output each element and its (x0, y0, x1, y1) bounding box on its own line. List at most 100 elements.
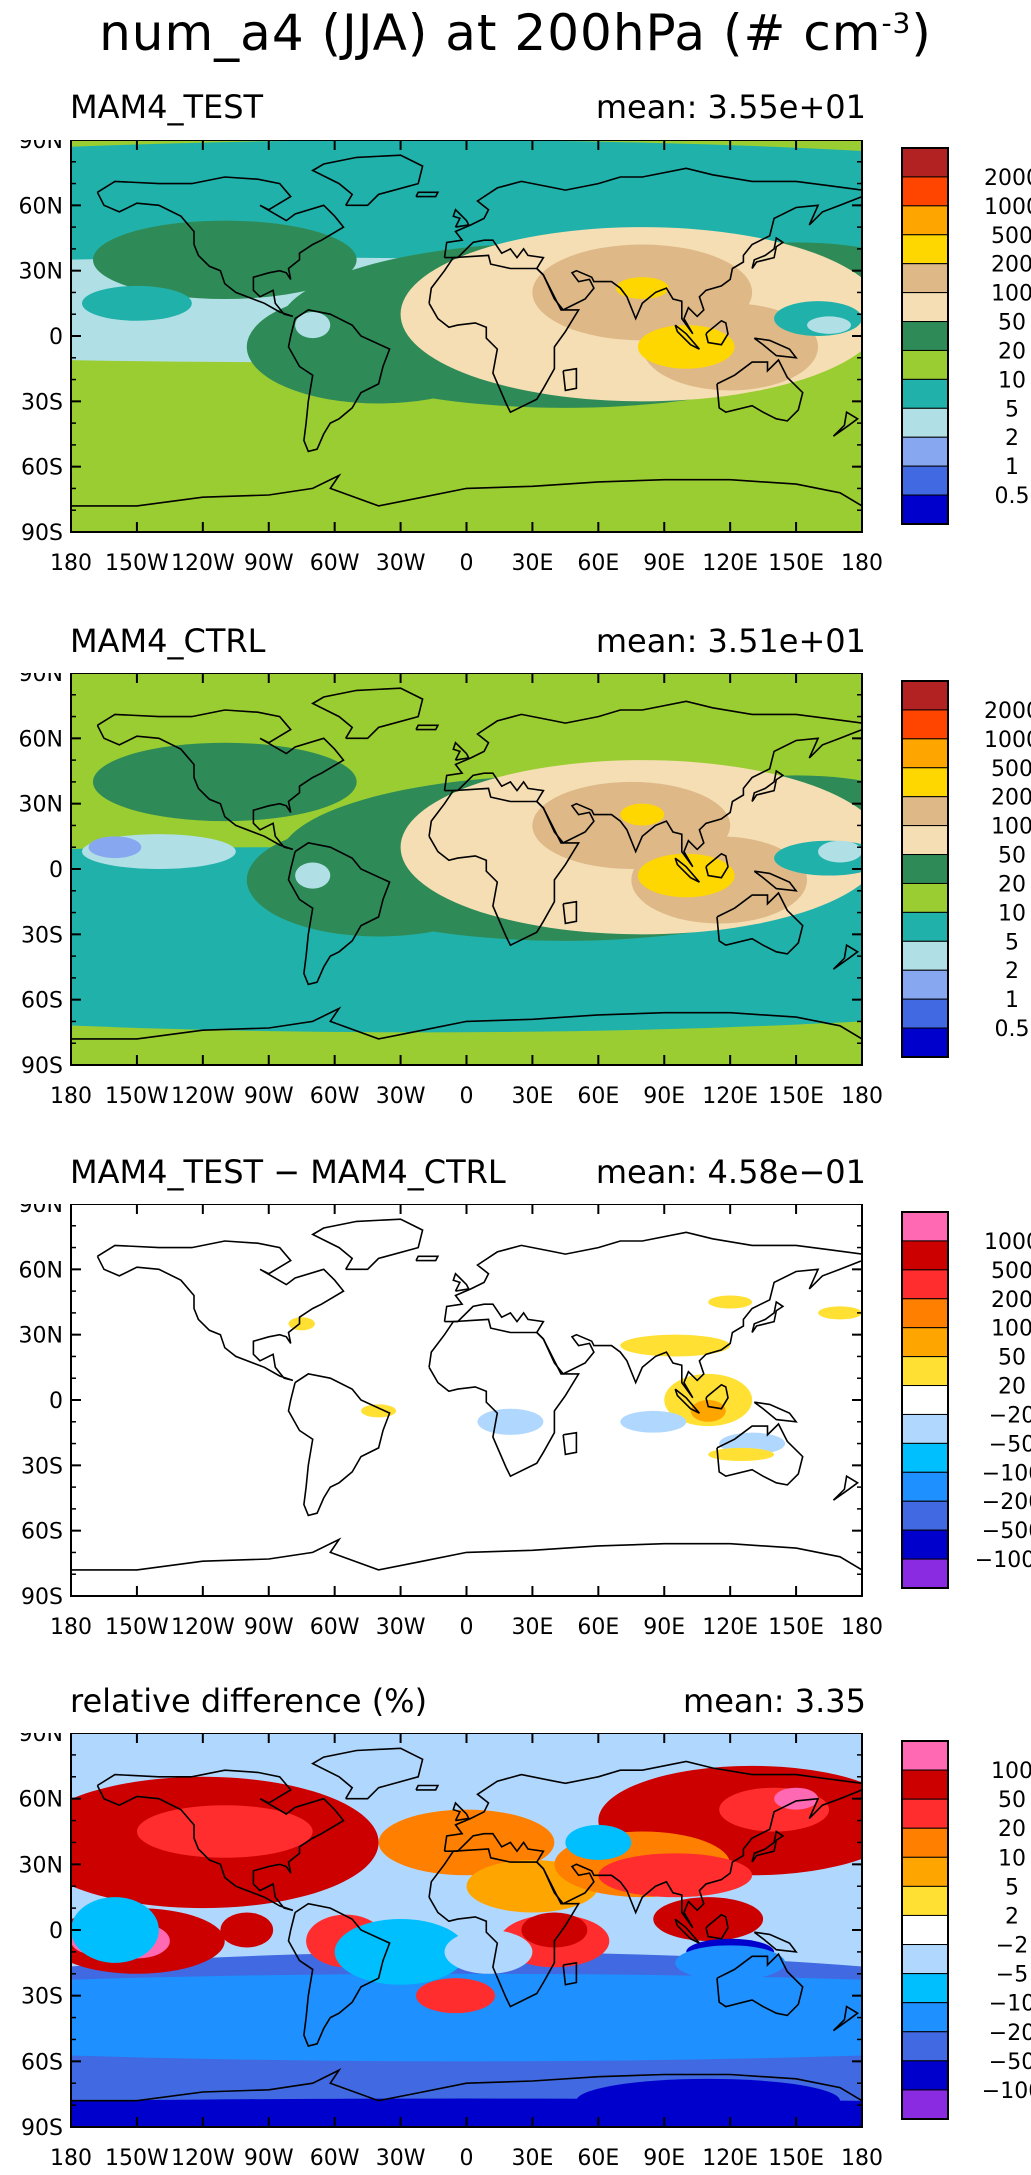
lon-tick-label: 60E (577, 2146, 619, 2171)
figure-title: num_a4 (JJA) at 200hPa (# cm-3) (99, 4, 932, 62)
coastline (452, 1801, 470, 1822)
colorbar-label: −100 (982, 1461, 1031, 1486)
lon-tick-label: 30W (376, 1084, 426, 1109)
lat-tick-label: 30N (19, 1853, 63, 1878)
colorbar-box (901, 680, 949, 711)
lat-tick-label: 60N (19, 1788, 63, 1813)
colorbar-box (901, 1529, 949, 1560)
lon-tick-label: 90W (244, 1615, 294, 1640)
colorbar-box (901, 738, 949, 769)
colorbar-label: 2000 (984, 166, 1031, 191)
colorbar-frame (901, 147, 949, 525)
colorbar-box (901, 1385, 949, 1415)
colorbar-frame (901, 1740, 949, 2120)
colorbar-label: −1000 (975, 1548, 1031, 1573)
colorbar-label: 5 (1005, 1875, 1019, 1900)
coastline (71, 473, 862, 507)
colorbar-box (901, 407, 949, 438)
lon-tick-label: 120E (702, 2146, 758, 2171)
lon-tick-label: 120E (702, 1084, 758, 1109)
coastline (753, 1401, 798, 1423)
colorbar-box (901, 1027, 949, 1058)
colorbar-box (901, 147, 949, 178)
coastline (716, 1952, 804, 2017)
panel-2-map: 180 150W 120W 90W 60W 30W 0 30E 60E 90E 120E 150E 18… (19, 673, 1031, 1109)
colorbar-box (901, 796, 949, 827)
lon-tick-label: 30E (511, 1615, 553, 1640)
colorbar-box (901, 1356, 949, 1387)
coastline (705, 1383, 729, 1410)
contour-region (708, 1295, 753, 1309)
colorbar-frame (901, 680, 949, 1058)
lon-tick-label: 120W (171, 1615, 235, 1640)
contour-layer (71, 1733, 862, 2127)
contour-region (71, 1973, 862, 2062)
lon-tick-label: 90W (244, 2146, 294, 2171)
colorbar-box (901, 1944, 949, 1975)
colorbar-box (901, 176, 949, 207)
contour-region (521, 1912, 588, 1948)
colorbar-label: 0.5 (995, 1017, 1030, 1042)
colorbar-box (901, 1885, 949, 1916)
colorbar-label: 200 (991, 253, 1031, 278)
lon-tick-label: 60W (310, 1615, 360, 1640)
coastline (96, 176, 345, 318)
colorbar-label: 10 (998, 368, 1026, 393)
panel-3-label: MAM4_TEST − MAM4_CTRL (70, 1153, 506, 1191)
colorbar-label: 2 (1005, 1904, 1019, 1929)
contour-region (334, 1919, 467, 1985)
colorbar-label: 2000 (984, 699, 1031, 724)
colorbar-box (901, 349, 949, 380)
colorbar-box (901, 940, 949, 971)
lon-tick-label: 180 (50, 551, 92, 576)
lon-tick-label: 0 (460, 2146, 474, 2171)
lat-tick-label: 0 (49, 1389, 63, 1414)
colorbar-label: 50 (998, 311, 1026, 336)
colorbar-label: −10 (989, 1992, 1031, 2017)
colorbar-box (901, 494, 949, 525)
lon-tick-label: 120E (702, 551, 758, 576)
panel-2-mean: mean: 3.51e+01 (595, 622, 866, 660)
lon-tick-label: 150E (768, 1084, 824, 1109)
coastline (96, 1240, 345, 1382)
contour-region (361, 1404, 397, 1418)
coastline (452, 208, 470, 228)
coastline (705, 1913, 729, 1940)
colorbar-box (901, 882, 949, 913)
colorbar-box (901, 2031, 949, 2062)
coastline (415, 191, 440, 198)
lon-tick-label: 30W (376, 551, 426, 576)
colorbar-box (901, 1500, 949, 1531)
panel-1-label: MAM4_TEST (70, 88, 264, 126)
coastline (71, 1537, 862, 1571)
panel-4-label: relative difference (%) (70, 1682, 428, 1720)
coastline (832, 943, 860, 970)
colorbar-label: 2 (1005, 426, 1019, 451)
panel-3-map: 180 150W 120W 90W 60W 30W 0 30E 60E 90E 120E 150E 18… (19, 1204, 1031, 1640)
coastline (716, 1422, 804, 1486)
coastline (705, 319, 729, 346)
contour-region (81, 285, 192, 321)
lon-tick-label: 0 (460, 551, 474, 576)
coastline (287, 309, 391, 453)
lon-tick-label: 120W (171, 551, 235, 576)
coastline (311, 154, 424, 207)
coastline (428, 787, 581, 947)
contour-region (92, 742, 357, 822)
coastline (562, 900, 578, 925)
colorbar-label: −20 (989, 2021, 1031, 2046)
colorbar-box (901, 825, 949, 856)
contour-region (807, 316, 852, 334)
coastline (705, 852, 729, 879)
colorbar-box (901, 1240, 949, 1271)
lat-tick-label: 60S (21, 989, 63, 1014)
colorbar-label: 20 (998, 1375, 1026, 1400)
lat-tick-label: 30S (21, 390, 63, 415)
lon-tick-label: 30E (511, 2146, 553, 2171)
colorbar-box (901, 1269, 949, 1300)
lon-tick-label: 30E (511, 551, 553, 576)
coastline (311, 687, 424, 740)
lat-tick-label: 90N (19, 140, 63, 154)
colorbar-box (901, 1327, 949, 1358)
colorbar-label: −100 (982, 2079, 1031, 2104)
